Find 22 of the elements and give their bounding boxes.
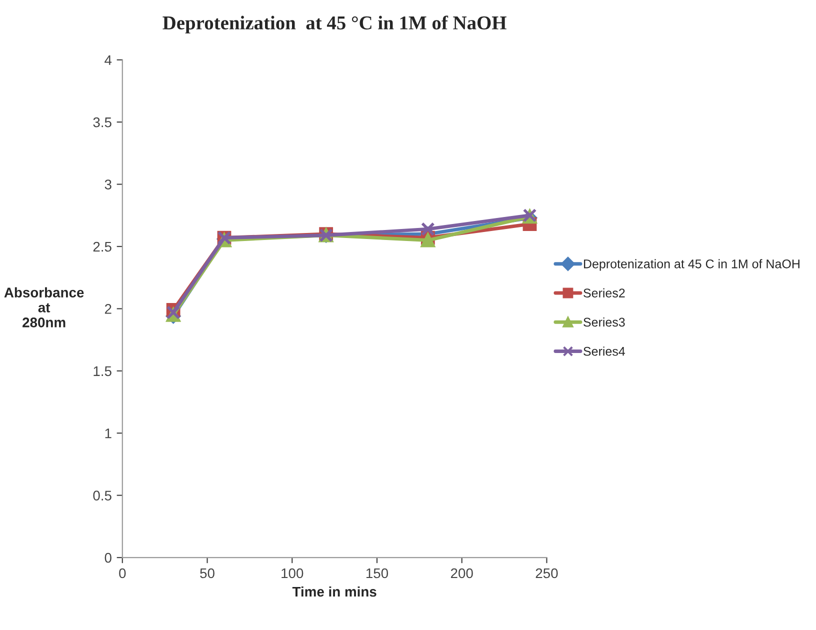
chart-title: Deprotenization at 45 °C in 1M of NaOH	[162, 16, 506, 34]
legend-label: Series4	[584, 346, 625, 356]
y-axis-title: Absorbance at 280nm	[4, 287, 84, 328]
x-tick-label: 50	[200, 568, 214, 578]
x-tick-label: 0	[119, 568, 126, 578]
x-tick-label: 250	[536, 568, 558, 578]
y-tick-label: 1.5	[94, 366, 112, 376]
legend-label: Series3	[584, 317, 625, 327]
y-tick-label: 0	[104, 552, 112, 563]
x-tick-label: 100	[282, 568, 304, 578]
y-tick-label: 2.5	[93, 242, 112, 252]
x-axis-title: Time in mins	[292, 586, 376, 597]
y-tick-label: 0.5	[93, 490, 112, 501]
y-tick-label: 1	[105, 428, 112, 438]
legend-label: Series2	[584, 288, 625, 298]
y-tick-label: 3	[104, 180, 112, 190]
y-tick-label: 3.5	[93, 117, 112, 128]
y-tick-label: 2	[104, 304, 112, 314]
y-tick-label: 4	[104, 55, 112, 65]
legend-label: Deprotenization at 45 C in 1M of NaOH	[584, 259, 800, 271]
x-tick-label: 200	[450, 568, 473, 578]
x-tick-label: 150	[366, 568, 388, 578]
